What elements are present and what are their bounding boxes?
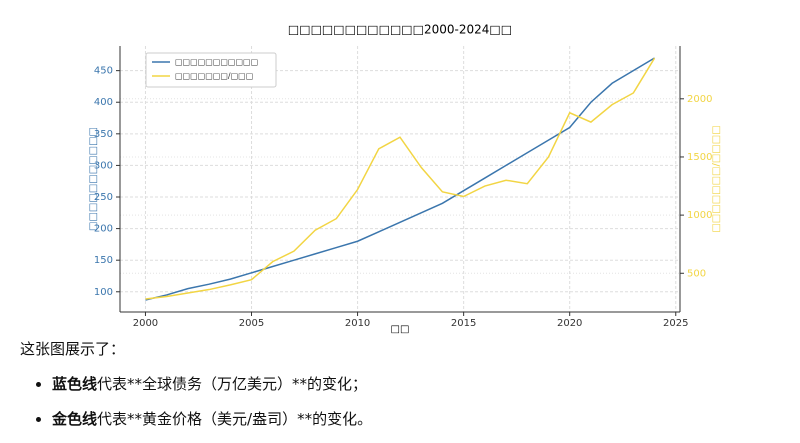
legend-label: □□□□□□□/□□□ [175,72,253,81]
y-tick-label: 450 [94,66,113,77]
bullet: 金色线代表**黄金价格（美元/盎司）**的变化。 [52,408,372,429]
chart-title: □□□□□□□□□□□□2000-2024□□ [288,23,512,37]
legend-box [145,52,277,88]
y-tick-label: 250 [94,192,113,203]
y-tick-label: 150 [94,255,113,266]
x-tick-label: 2010 [345,318,370,329]
y-tick-label: 300 [94,160,113,171]
x-tick-label: 2015 [451,318,476,329]
y-tick-label: 100 [94,287,113,298]
notes: 这张图展示了： 蓝色线代表**全球债务（万亿美元）**的变化； 金色线代表**黄… [20,338,372,443]
y2-tick-label: 2000 [687,94,712,105]
bullet-bold: 蓝色线 [52,375,98,393]
x-axis-label: □□ [391,324,410,335]
y2-tick-label: 1500 [687,152,712,163]
y-tick-label: 350 [94,129,113,140]
bullet-bold: 金色线 [52,410,98,428]
y2-axis-label: □□□□□□□/□□□□ [711,125,722,232]
intro: 这张图展示了： [20,340,126,358]
bullet-text: 代表**全球债务（万亿美元）**的变化； [97,375,368,393]
x-tick-label: 2000 [133,318,158,329]
legend-label: □□□□□□□□□□□ [175,58,258,67]
y2-tick-label: 500 [687,268,706,279]
x-tick-label: 2025 [663,318,688,329]
bullet: 蓝色线代表**全球债务（万亿美元）**的变化； [52,373,372,394]
x-tick-label: 2005 [239,318,264,329]
x-tick-label: 2020 [557,318,582,329]
data-line [145,57,656,300]
chart: □□□□□□□□□□□□2000-2024□□ □□ □□□□□□□□□□□ □… [88,23,722,336]
y-tick-label: 400 [94,97,113,108]
y2-tick-label: 1000 [687,210,712,221]
bullet-text: 代表**黄金价格（美元/盎司）**的变化。 [97,410,373,428]
data-line [145,57,655,301]
bullet-list: 蓝色线代表**全球债务（万亿美元）**的变化； 金色线代表**黄金价格（美元/盎… [20,373,372,429]
y-axis-label: □□□□□□□□□□□ [88,127,99,231]
y-tick-label: 200 [94,224,113,235]
